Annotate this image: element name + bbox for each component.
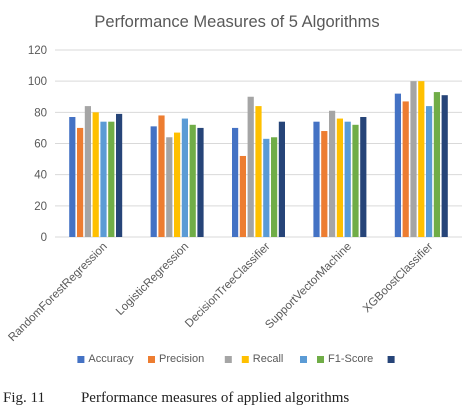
- bar: [197, 127, 204, 237]
- y-tick-label: 20: [34, 201, 47, 213]
- bar: [433, 92, 440, 237]
- figure-caption-text: Performance measures of applied algorith…: [80, 390, 350, 406]
- legend-label: Precision: [159, 353, 204, 365]
- y-tick-label: 40: [34, 170, 47, 182]
- bar: [150, 126, 157, 237]
- bar: [247, 96, 254, 237]
- bar: [278, 121, 285, 237]
- legend-swatch: [224, 356, 232, 363]
- bar: [84, 106, 91, 237]
- x-tick-label: XGBoostClassifier: [361, 241, 436, 316]
- bar: [181, 118, 188, 237]
- bar: [321, 131, 328, 237]
- bar: [174, 132, 181, 237]
- legend-swatch: [148, 356, 155, 363]
- y-tick-label: 120: [28, 45, 47, 57]
- bar: [263, 138, 270, 237]
- legend-swatch: [317, 356, 324, 363]
- bar: [77, 127, 84, 237]
- bar: [352, 124, 359, 237]
- figure-label: Fig. 11: [3, 390, 45, 406]
- bar: [410, 81, 417, 238]
- bar: [313, 121, 320, 237]
- bar: [344, 121, 351, 237]
- bar: [189, 124, 196, 237]
- x-tick-label: LogisticRegression: [114, 241, 191, 318]
- legend-label: F1-Score: [328, 353, 373, 365]
- y-tick-label: 80: [34, 107, 47, 119]
- bar: [418, 81, 425, 238]
- bar: [426, 106, 433, 237]
- bar: [255, 106, 262, 237]
- bar: [329, 110, 336, 237]
- bar: [166, 137, 173, 237]
- y-tick-label: 60: [34, 139, 47, 151]
- x-tick-label: DecisionTreeClassifier: [183, 241, 273, 331]
- bar: [158, 115, 165, 237]
- figure-caption: Fig. 11 Performance measures of applied a…: [3, 390, 349, 407]
- y-tick-label: 0: [41, 232, 47, 244]
- legend-swatch: [387, 356, 395, 363]
- x-tick-label: SupportVectorMachine: [263, 241, 354, 332]
- bar: [336, 118, 343, 237]
- bar: [116, 113, 123, 237]
- legend-swatch: [300, 356, 307, 363]
- bar: [100, 121, 107, 237]
- legend-swatch: [77, 356, 85, 363]
- bar: [394, 93, 401, 237]
- bar: [402, 101, 409, 237]
- bar: [108, 121, 115, 237]
- legend-label: Recall: [253, 353, 284, 365]
- bar: [441, 95, 448, 237]
- bar: [360, 117, 367, 237]
- legend-swatch: [241, 356, 249, 363]
- chart-title: Performance Measures of 5 Algorithms: [94, 13, 379, 31]
- x-tick-label: RandomForestRegression: [6, 241, 109, 344]
- bar: [271, 137, 278, 237]
- bar: [239, 155, 246, 237]
- bar: [69, 117, 76, 237]
- legend-label: Accuracy: [88, 353, 134, 365]
- bar: [232, 127, 239, 237]
- y-tick-label: 100: [28, 76, 47, 88]
- bar: [92, 112, 99, 237]
